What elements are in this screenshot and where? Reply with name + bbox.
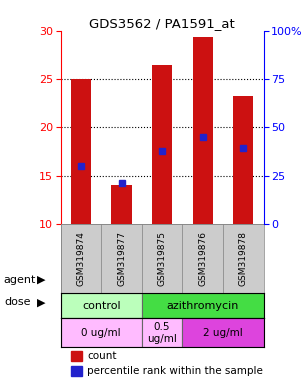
Text: percentile rank within the sample: percentile rank within the sample [87, 366, 263, 376]
Bar [182, 224, 223, 293]
Text: GSM319874: GSM319874 [76, 231, 85, 286]
Text: ▶: ▶ [37, 297, 45, 307]
Bar [101, 224, 142, 293]
Bar [61, 224, 101, 293]
Bar [61, 318, 142, 348]
Text: agent: agent [3, 275, 35, 285]
Bar [182, 318, 264, 348]
Text: dose: dose [5, 297, 31, 307]
Bar [142, 318, 182, 348]
Bar [71, 79, 91, 224]
Text: 2 ug/ml: 2 ug/ml [203, 328, 243, 338]
Bar [152, 65, 172, 224]
Bar [193, 38, 213, 224]
Text: GSM319878: GSM319878 [239, 231, 248, 286]
Text: control: control [82, 301, 121, 311]
Text: 0 ug/ml: 0 ug/ml [82, 328, 121, 338]
Bar [142, 293, 264, 318]
Text: GSM319877: GSM319877 [117, 231, 126, 286]
Bar [61, 293, 142, 318]
Text: count: count [87, 351, 116, 361]
Text: GSM319875: GSM319875 [158, 231, 167, 286]
Title: GDS3562 / PA1591_at: GDS3562 / PA1591_at [89, 17, 235, 30]
Bar [223, 224, 264, 293]
Text: azithromycin: azithromycin [167, 301, 239, 311]
Bar [142, 224, 182, 293]
Bar [233, 96, 253, 224]
Bar [71, 366, 82, 376]
Bar [71, 351, 82, 361]
Text: 0.5
ug/ml: 0.5 ug/ml [147, 322, 177, 344]
Text: GSM319876: GSM319876 [198, 231, 207, 286]
Text: ▶: ▶ [37, 275, 45, 285]
Bar [112, 185, 132, 224]
